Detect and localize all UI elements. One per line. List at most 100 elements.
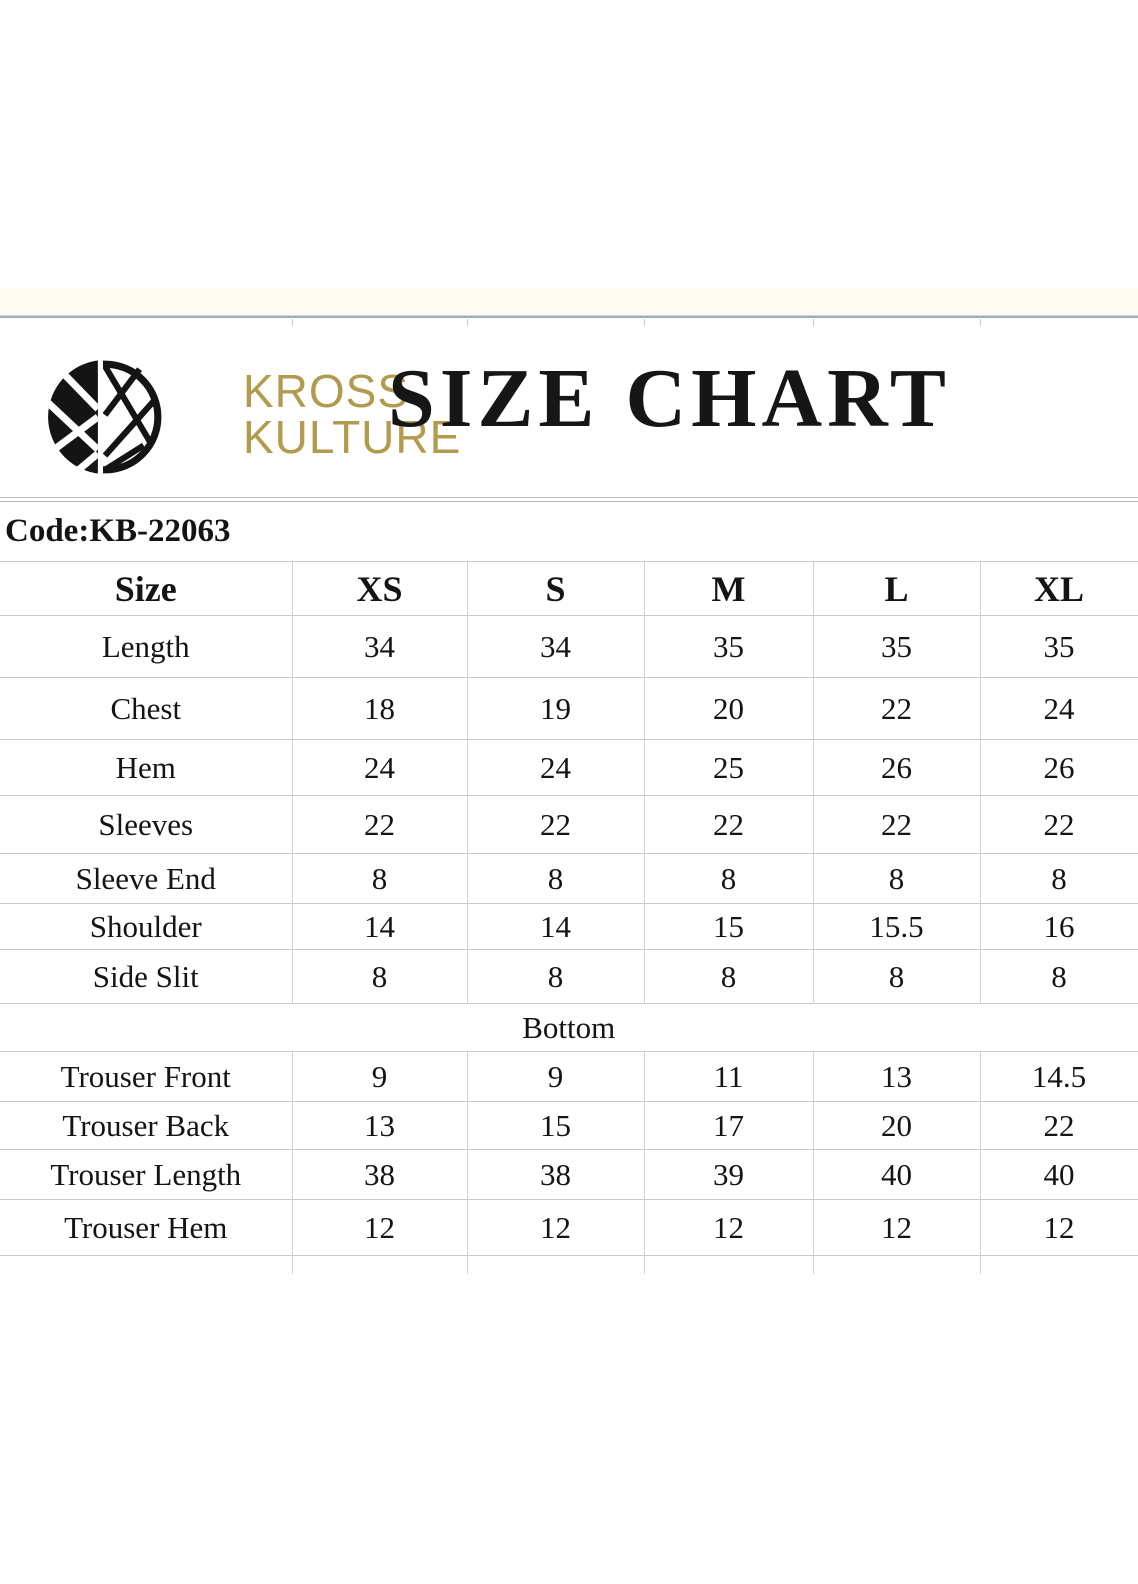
column-header: S [466, 561, 644, 616]
cell-value: 17 [643, 1101, 813, 1150]
globe-cross-logo-icon [44, 356, 166, 478]
cell-value: 39 [643, 1149, 813, 1200]
cell-value: 8 [979, 853, 1138, 904]
column-header: L [812, 561, 980, 616]
table-row: Trouser Back 13 15 17 20 22 [0, 1101, 1138, 1150]
cell-value: 15.5 [812, 903, 980, 950]
column-header: Size [0, 561, 292, 616]
row-label: Length [0, 615, 292, 678]
row-label: Shoulder [0, 903, 292, 950]
table-row: Trouser Length 38 38 39 40 40 [0, 1149, 1138, 1200]
table-row: Trouser Hem 12 12 12 12 12 [0, 1199, 1138, 1256]
cell-value: 20 [812, 1101, 980, 1150]
cell-value: 20 [643, 677, 813, 740]
cell-value: 35 [979, 615, 1138, 678]
cell-value: 40 [812, 1149, 980, 1200]
cell-value: 8 [466, 853, 644, 904]
cell-value: 38 [466, 1149, 644, 1200]
cell-value: 26 [979, 739, 1138, 796]
cell-value: 12 [812, 1199, 980, 1256]
brand-line1: KROSS [243, 365, 410, 417]
cell-value: 9 [466, 1051, 644, 1102]
cell-value: 40 [979, 1149, 1138, 1200]
row-label: Chest [0, 677, 292, 740]
cell-value: 8 [291, 853, 467, 904]
brand-name: KROSS KULTURE [243, 365, 462, 463]
table-row: Sleeve End 8 8 8 8 8 [0, 853, 1138, 904]
table-header-row: Size XS S M L XL [0, 561, 1138, 616]
cell-value: 24 [979, 677, 1138, 740]
column-header: XL [979, 561, 1138, 616]
header-divider [0, 497, 1138, 498]
table-row: Length 34 34 35 35 35 [0, 615, 1138, 678]
top-rule [0, 315, 1138, 318]
cell-value: 13 [291, 1101, 467, 1150]
cell-value: 22 [812, 677, 980, 740]
section-divider-row: Bottom [0, 1003, 1138, 1052]
table-row: Side Slit 8 8 8 8 8 [0, 949, 1138, 1004]
cell-value: 8 [643, 853, 813, 904]
cell-value: 8 [812, 949, 980, 1004]
cell-value: 24 [466, 739, 644, 796]
gridline-stub [292, 319, 293, 326]
cell-value: 19 [466, 677, 644, 740]
cell-value: 34 [466, 615, 644, 678]
cell-value: 22 [812, 795, 980, 854]
gridline-stub [467, 319, 468, 326]
row-label: Side Slit [0, 949, 292, 1004]
gridline-stub-row [0, 1255, 1138, 1274]
cell-value: 12 [979, 1199, 1138, 1256]
cream-band [0, 288, 1138, 316]
table-row: Chest 18 19 20 22 24 [0, 677, 1138, 740]
cell-value: 14 [291, 903, 467, 950]
row-label: Sleeve End [0, 853, 292, 904]
row-label: Trouser Length [0, 1149, 292, 1200]
cell-value: 34 [291, 615, 467, 678]
cell-value: 8 [466, 949, 644, 1004]
product-code-row: Code:KB-22063 [0, 501, 1138, 562]
row-label: Trouser Front [0, 1051, 292, 1102]
table-row: Sleeves 22 22 22 22 22 [0, 795, 1138, 854]
cell-value: 15 [643, 903, 813, 950]
row-label: Hem [0, 739, 292, 796]
cell-value: 26 [812, 739, 980, 796]
cell-value: 8 [812, 853, 980, 904]
brand-line2: KULTURE [243, 410, 462, 463]
cell-value: 9 [291, 1051, 467, 1102]
column-header: XS [291, 561, 467, 616]
cell-value: 14 [466, 903, 644, 950]
column-header: M [643, 561, 813, 616]
page-title: SIZE CHART [388, 352, 951, 445]
cell-value: 22 [291, 795, 467, 854]
cell-value: 16 [979, 903, 1138, 950]
cell-value: 8 [643, 949, 813, 1004]
row-label: Sleeves [0, 795, 292, 854]
gridline-stub [813, 319, 814, 326]
section-label: Bottom [0, 1003, 1138, 1052]
cell-value: 35 [643, 615, 813, 678]
cell-value: 35 [812, 615, 980, 678]
cell-value: 8 [979, 949, 1138, 1004]
cell-value: 13 [812, 1051, 980, 1102]
cell-value: 12 [291, 1199, 467, 1256]
cell-value: 12 [466, 1199, 644, 1256]
table-row: Shoulder 14 14 15 15.5 16 [0, 903, 1138, 950]
gridline-stub [644, 319, 645, 326]
cell-value: 22 [979, 795, 1138, 854]
row-label: Trouser Hem [0, 1199, 292, 1256]
cell-value: 11 [643, 1051, 813, 1102]
cell-value: 25 [643, 739, 813, 796]
cell-value: 24 [291, 739, 467, 796]
cell-value: 38 [291, 1149, 467, 1200]
cell-value: 12 [643, 1199, 813, 1256]
table-row: Hem 24 24 25 26 26 [0, 739, 1138, 796]
row-label: Trouser Back [0, 1101, 292, 1150]
cell-value: 8 [291, 949, 467, 1004]
gridline-stub [980, 319, 981, 326]
table-row: Trouser Front 9 9 11 13 14.5 [0, 1051, 1138, 1102]
cell-value: 18 [291, 677, 467, 740]
cell-value: 22 [466, 795, 644, 854]
product-code: Code:KB-22063 [0, 501, 1138, 562]
cell-value: 22 [979, 1101, 1138, 1150]
